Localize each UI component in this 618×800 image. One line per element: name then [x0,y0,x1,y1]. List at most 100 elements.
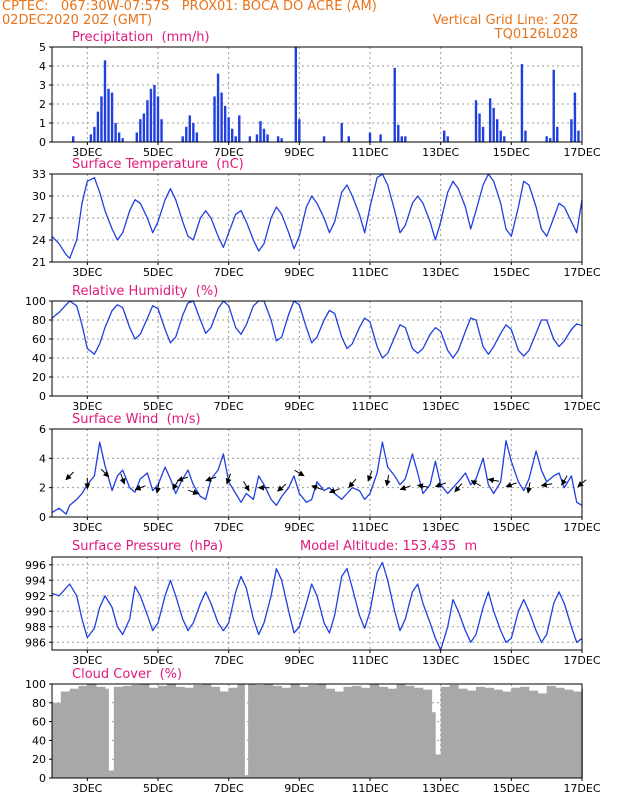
wind-arrow [348,478,357,488]
x-tick-label: 5DEC [143,400,173,413]
cloud-bar [290,684,300,778]
cloud-bar [467,690,477,778]
cloud-bar [493,689,503,778]
precip-bar [103,60,107,142]
precip-bar [100,96,103,142]
precip-bar [227,117,230,142]
cloud-bar [370,684,380,778]
panel-frame [51,556,583,651]
y-tick-label: 6 [39,423,46,436]
cloud-bar [484,687,494,778]
x-tick-label: 9DEC [284,782,314,795]
x-tick-label: 13DEC [422,782,459,795]
cloud-bar [202,684,212,778]
precip-bar [156,96,160,142]
precip-bar [443,130,446,142]
wind-arrow [526,482,532,494]
panel-rh: 0 20 40 60 80 100 3DEC 5DEC 7DEC 9DEC 11DEC 13DEC 15… [25,284,601,413]
wind-arrow [294,469,305,477]
cloud-bar [299,686,309,778]
x-tick-label: 15DEC [493,521,530,534]
precip-title: Precipitation (mm/h) [72,30,210,45]
precip-bar [400,136,403,142]
cloud-bar [537,693,547,778]
y-tick-label: 33 [32,168,46,181]
y-tick-label: 986 [25,636,46,649]
y-tick-label: 80 [32,314,46,327]
cloud-bar [248,684,256,778]
precip-bar [379,134,382,142]
x-tick-label: 15DEC [493,782,530,795]
header-line2-left: 02DEC2020 20Z (GMT) [2,13,153,28]
cloud-bar [244,775,249,778]
wind-series-line [51,440,583,515]
cloud-bar [69,688,79,778]
precip-bar [368,132,372,142]
precip-bar [259,121,262,142]
x-tick-label: 11DEC [351,782,388,795]
y-tick-label: 2 [39,98,46,111]
precip-bar [570,119,573,142]
wind-arrow [417,483,429,490]
precip-bar [488,98,492,142]
precip-bar [72,136,75,142]
header-line3-right: TQ0126L028 [494,27,578,42]
cloud-bar [131,684,141,778]
precip-bar [220,92,223,142]
wind-arrow [367,470,373,482]
y-tick-label: 990 [25,605,46,618]
panel-temp: 21 24 27 30 33 3DEC 5DEC 7DEC 9DEC 11DEC 13DEC 15DE… [32,157,601,279]
cloud-bar [378,686,388,778]
x-tick-label: 17DEC [563,654,600,667]
y-tick-label: 100 [25,678,46,691]
precip-bar [397,124,400,142]
y-tick-label: 4 [39,60,46,73]
precip-bar [181,136,184,142]
panel-precip: 0 1 2 3 4 5 3DEC 5DEC 7DEC 9DEC 11DEC 13DEC 15DEC 17D… [39,30,601,159]
x-tick-label: 15DEC [493,400,530,413]
panel-cloud: 0 20 40 60 80 100 3DEC 5DEC 7DEC 9DEC 11DEC 13DEC 15… [25,667,601,795]
x-tick-label: 3DEC [72,146,102,159]
x-tick-label: 17DEC [563,521,600,534]
cloud-bar [564,689,574,778]
x-tick-label: 7DEC [214,146,244,159]
cloud-bar [440,686,450,778]
x-tick-label: 15DEC [493,266,530,279]
precip-bar [347,136,350,142]
x-tick-label: 9DEC [284,400,314,413]
precip-bar [121,138,124,142]
precip-bar [499,130,502,142]
cloud-bar [317,684,327,778]
precip-bar [520,64,524,142]
cloud-bar [431,712,436,778]
precip-bar [223,105,227,142]
cloud-bar [520,686,530,778]
cloud-bar [122,685,132,778]
x-tick-label: 7DEC [214,782,244,795]
wind-arrow [100,468,110,478]
cloud-bar [476,686,486,778]
y-tick-label: 0 [39,136,46,149]
cloud-bar [149,687,159,778]
wind-arrow [384,474,391,487]
x-tick-label: 11DEC [351,146,388,159]
precip-bar [160,119,163,142]
precip-bar [89,134,93,142]
precip-bar [238,115,241,142]
cloud-bar [573,691,583,778]
y-tick-label: 27 [32,212,46,225]
precip-bar [393,67,396,142]
wind-arrow [134,484,146,491]
y-tick-label: 40 [32,734,46,747]
precip-bar [524,130,527,142]
cloud-bar [108,770,115,778]
precip-bar [503,136,506,142]
cloud-bar [511,687,521,778]
y-tick-label: 3 [39,79,46,92]
precip-bar [255,134,259,142]
precip-bar [481,126,485,142]
wind-arrow [434,481,446,488]
x-tick-label: 3DEC [72,266,102,279]
pressure-title: Surface Pressure (hPa) [72,539,223,554]
cloud-bar [237,684,245,778]
